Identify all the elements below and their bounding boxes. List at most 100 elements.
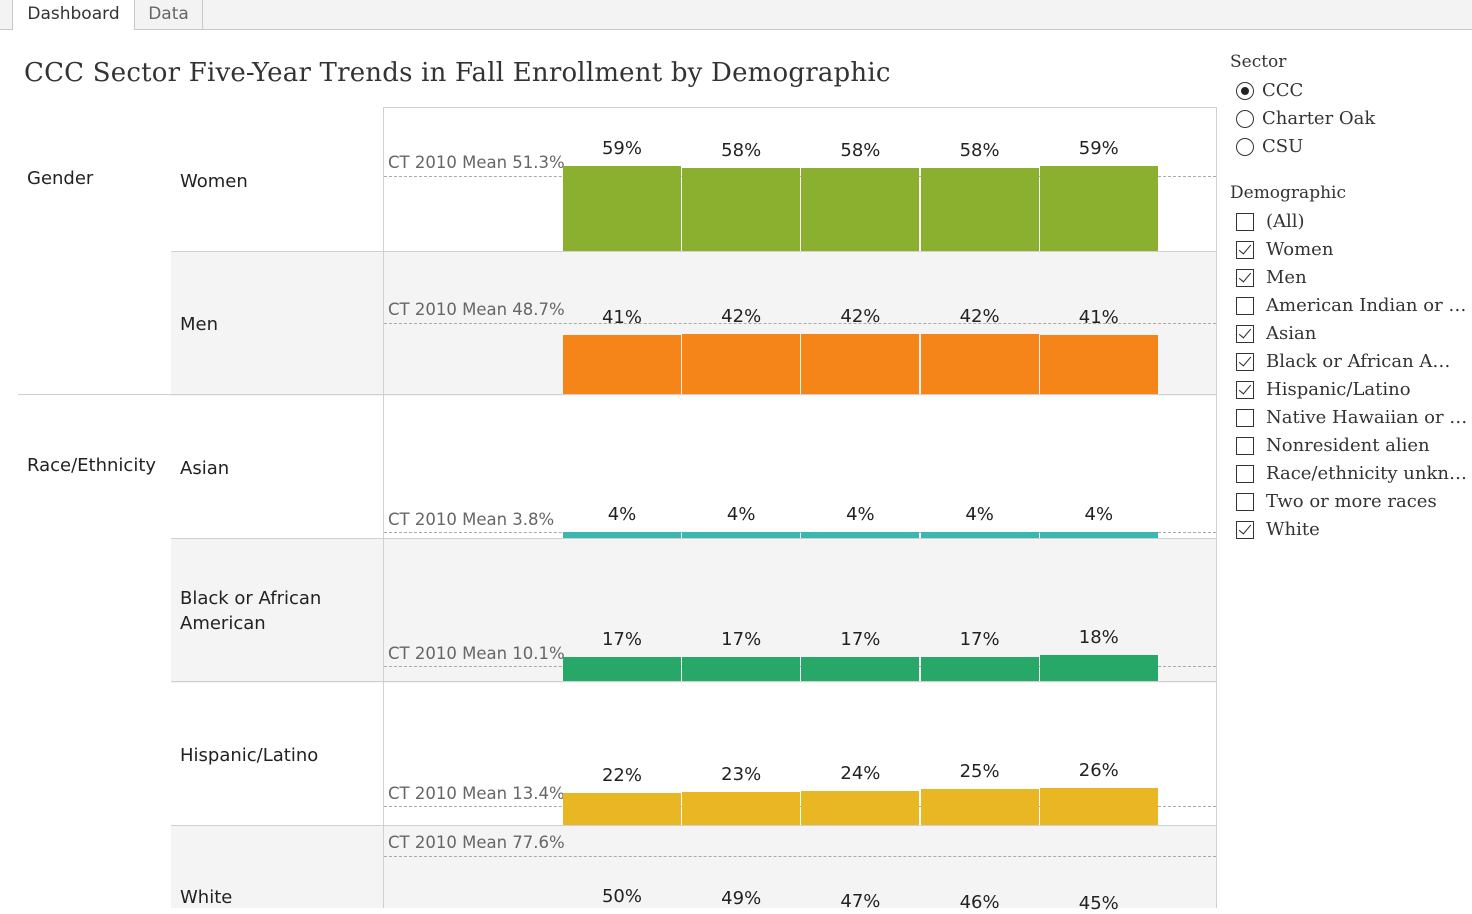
bar-value-label: 59% xyxy=(601,138,642,160)
bar-asian[interactable] xyxy=(1039,532,1158,538)
panel-right-border xyxy=(1216,107,1217,908)
bar-women[interactable] xyxy=(682,167,801,251)
bar-value-label: 17% xyxy=(840,628,881,650)
reference-label: CT 2010 Mean 13.4% xyxy=(388,784,565,803)
checkbox[interactable] xyxy=(1236,521,1254,539)
bar-asian[interactable] xyxy=(801,532,920,538)
row-band xyxy=(171,826,1217,908)
demographic-option-label: White xyxy=(1266,519,1320,540)
radio-button[interactable] xyxy=(1236,110,1254,128)
checkbox[interactable] xyxy=(1236,465,1254,483)
bar-women[interactable] xyxy=(1039,166,1158,251)
demographic-option-label: Race/ethnicity unkn… xyxy=(1266,463,1467,484)
bar-asian[interactable] xyxy=(682,532,801,538)
bar-value-label: 58% xyxy=(721,139,762,161)
bar-asian[interactable] xyxy=(563,532,681,538)
page-title: CCC Sector Five-Year Trends in Fall Enro… xyxy=(24,58,891,88)
bar-black-or-african-american[interactable] xyxy=(563,656,681,681)
bar-value-label: 17% xyxy=(721,628,762,650)
sector-option-label: Charter Oak xyxy=(1262,108,1376,129)
demographic-option-label: Men xyxy=(1266,267,1307,288)
bar-value-label: 42% xyxy=(721,305,762,327)
checkbox[interactable] xyxy=(1236,409,1254,427)
radio-button[interactable] xyxy=(1236,138,1254,156)
radio-button[interactable] xyxy=(1236,82,1254,100)
bar-value-label: 47% xyxy=(840,890,881,912)
bar-value-label: 4% xyxy=(965,504,994,526)
bar-black-or-african-american[interactable] xyxy=(920,656,1039,681)
demographic-option-label: American Indian or … xyxy=(1266,295,1467,316)
bar-value-label: 17% xyxy=(959,628,1000,650)
demographic-label-white: White xyxy=(180,887,233,908)
demographic-label-black-or-african-american: Black or African American xyxy=(180,588,322,634)
bar-value-label: 42% xyxy=(840,305,881,327)
reference-line xyxy=(384,323,1216,324)
bar-women[interactable] xyxy=(563,166,681,251)
checkbox[interactable] xyxy=(1236,325,1254,343)
bar-value-label: 50% xyxy=(601,886,642,908)
bar-value-label: 59% xyxy=(1078,138,1119,160)
bar-value-label: 24% xyxy=(840,762,881,784)
row-divider xyxy=(171,681,1217,682)
demographic-option-label: Native Hawaiian or … xyxy=(1266,407,1468,428)
bar-hispanic-latino[interactable] xyxy=(920,789,1039,825)
bar-hispanic-latino[interactable] xyxy=(682,791,801,825)
row-divider xyxy=(171,825,1217,826)
checkbox[interactable] xyxy=(1236,381,1254,399)
checkbox[interactable] xyxy=(1236,241,1254,259)
bar-men[interactable] xyxy=(1039,335,1158,394)
bar-value-label: 46% xyxy=(959,891,1000,913)
bar-men[interactable] xyxy=(682,333,801,394)
bar-hispanic-latino[interactable] xyxy=(563,793,681,825)
reference-label: CT 2010 Mean 10.1% xyxy=(388,644,565,663)
demographic-option-label: Nonresident alien xyxy=(1266,435,1430,456)
checkbox[interactable] xyxy=(1236,353,1254,371)
demographic-option-label: (All) xyxy=(1266,211,1305,232)
bar-women[interactable] xyxy=(801,167,920,251)
bar-value-label: 18% xyxy=(1078,627,1119,649)
reference-label: CT 2010 Mean 77.6% xyxy=(388,833,565,852)
checkbox[interactable] xyxy=(1236,213,1254,231)
demographic-option-label: Hispanic/Latino xyxy=(1266,379,1411,400)
tab-bar: Dashboard Data xyxy=(0,0,1472,30)
bar-hispanic-latino[interactable] xyxy=(801,790,920,825)
demographic-option-label: Women xyxy=(1266,239,1334,260)
row-divider xyxy=(171,251,1217,252)
bar-black-or-african-american[interactable] xyxy=(1039,655,1158,681)
tab-dashboard[interactable]: Dashboard xyxy=(12,0,135,30)
row-divider xyxy=(171,538,1217,539)
sector-option-label: CSU xyxy=(1262,136,1304,157)
enrollment-chart: Gender Race/Ethnicity Women Men Asian Black o… xyxy=(18,107,1217,914)
bar-asian[interactable] xyxy=(920,532,1039,538)
bar-women[interactable] xyxy=(920,167,1039,251)
bar-black-or-african-american[interactable] xyxy=(801,656,920,681)
demographic-label-women: Women xyxy=(180,171,248,192)
reference-line xyxy=(384,856,1216,857)
group-divider xyxy=(18,394,1217,395)
tab-data[interactable]: Data xyxy=(135,0,203,29)
demographic-label-asian: Asian xyxy=(180,458,230,479)
reference-label: CT 2010 Mean 51.3% xyxy=(388,153,565,172)
bar-value-label: 4% xyxy=(607,504,637,526)
demographic-option-label: Two or more races xyxy=(1266,491,1437,512)
bar-value-label: 58% xyxy=(959,139,1000,161)
bar-men[interactable] xyxy=(920,333,1039,394)
bar-value-label: 58% xyxy=(840,139,881,161)
demographic-filter-title: Demographic xyxy=(1230,183,1346,203)
demographic-label-hispanic-latino: Hispanic/Latino xyxy=(180,745,319,766)
checkbox[interactable] xyxy=(1236,493,1254,511)
bar-value-label: 22% xyxy=(601,765,642,787)
bar-men[interactable] xyxy=(801,333,920,394)
reference-label: CT 2010 Mean 48.7% xyxy=(388,300,565,319)
bar-black-or-african-american[interactable] xyxy=(682,656,801,681)
bar-value-label: 49% xyxy=(721,887,762,909)
checkbox[interactable] xyxy=(1236,437,1254,455)
sector-filter-title: Sector xyxy=(1230,52,1287,72)
bar-value-label: 4% xyxy=(846,504,875,526)
checkbox[interactable] xyxy=(1236,297,1254,315)
bar-value-label: 25% xyxy=(959,761,1000,783)
bar-men[interactable] xyxy=(563,335,681,394)
bar-hispanic-latino[interactable] xyxy=(1039,787,1158,825)
group-label-race-ethnicity: Race/Ethnicity xyxy=(27,455,157,476)
checkbox[interactable] xyxy=(1236,269,1254,287)
